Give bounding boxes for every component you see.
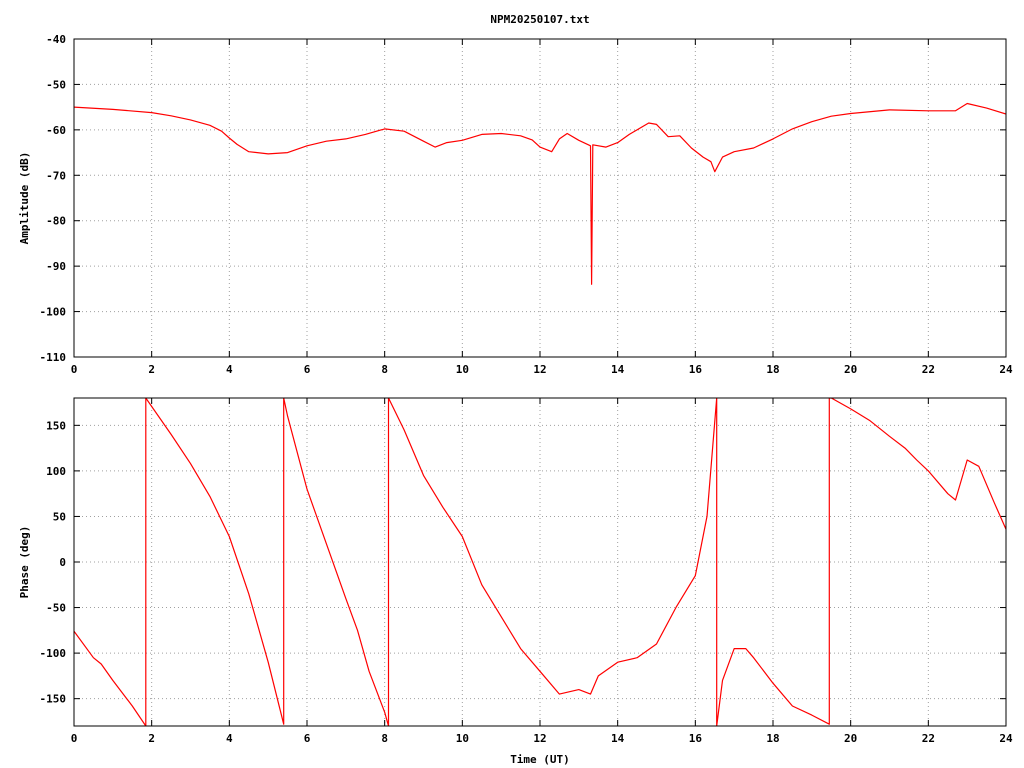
- y-tick-label: -110: [40, 351, 67, 364]
- x-tick-label: 16: [689, 732, 703, 745]
- x-tick-label: 20: [844, 363, 857, 376]
- y-tick-label: -40: [46, 33, 66, 46]
- y-tick-label: -80: [46, 215, 66, 228]
- chart-title: NPM20250107.txt: [490, 13, 589, 26]
- x-tick-label: 10: [456, 363, 469, 376]
- x-tick-label: 16: [689, 363, 703, 376]
- x-tick-label: 14: [611, 732, 625, 745]
- y-tick-label: 50: [53, 510, 66, 523]
- x-tick-label: 2: [148, 732, 155, 745]
- x-tick-label: 22: [922, 363, 935, 376]
- y-tick-label: 150: [46, 419, 66, 432]
- x-tick-label: 0: [71, 363, 78, 376]
- x-tick-label: 22: [922, 732, 935, 745]
- y-tick-label: 0: [59, 556, 66, 569]
- x-tick-label: 4: [226, 732, 233, 745]
- x-tick-label: 12: [533, 732, 546, 745]
- x-tick-label: 14: [611, 363, 625, 376]
- series-line-0: [74, 398, 1006, 726]
- x-tick-label: 24: [999, 363, 1013, 376]
- y-tick-label: -50: [46, 78, 66, 91]
- plot-frame: [73, 397, 1007, 727]
- x-tick-label: 2: [148, 363, 155, 376]
- series-line-0: [74, 102, 1006, 285]
- y-tick-label: -70: [46, 169, 66, 182]
- y-tick-label: -150: [40, 693, 67, 706]
- x-tick-label: 12: [533, 363, 546, 376]
- y-axis-label: Phase (deg): [18, 526, 31, 599]
- plot-frame: [73, 38, 1007, 358]
- x-tick-label: 18: [766, 732, 779, 745]
- x-tick-label: 20: [844, 732, 857, 745]
- chart-panel-1: 0 2 4 6 8 10 12 14 16 18 20 22 24150100500-50-100-15…: [18, 397, 1013, 766]
- x-tick-label: 24: [999, 732, 1013, 745]
- x-tick-label: 8: [381, 363, 388, 376]
- y-tick-label: -60: [46, 124, 66, 137]
- y-tick-label: 100: [46, 465, 66, 478]
- x-tick-label: 6: [304, 732, 311, 745]
- y-axis-label: Amplitude (dB): [18, 152, 31, 245]
- x-tick-label: 10: [456, 732, 469, 745]
- x-tick-label: 0: [71, 732, 78, 745]
- x-tick-label: 6: [304, 363, 311, 376]
- x-tick-label: 4: [226, 363, 233, 376]
- y-tick-label: -50: [46, 602, 66, 615]
- x-tick-label: 18: [766, 363, 779, 376]
- y-tick-label: -100: [40, 306, 67, 319]
- y-tick-label: -100: [40, 647, 67, 660]
- x-axis-label: Time (UT): [510, 753, 570, 766]
- x-tick-label: 8: [381, 732, 388, 745]
- y-tick-label: -90: [46, 260, 66, 273]
